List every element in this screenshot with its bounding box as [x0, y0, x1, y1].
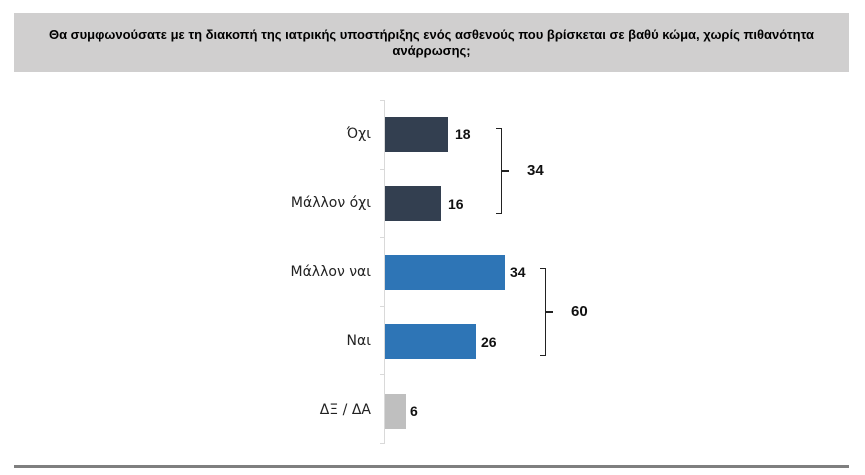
axis-tick — [380, 306, 385, 307]
category-label: Όχι — [346, 126, 371, 142]
chart-title: Θα συμφωνούσατε με τη διακοπή της ιατρικ… — [48, 26, 815, 58]
bar-value: 6 — [410, 403, 418, 419]
bar-value: 26 — [481, 334, 497, 350]
group-total-negative: 34 — [527, 162, 544, 179]
category-label: Μάλλον ναι — [290, 264, 372, 280]
bar-value: 18 — [455, 126, 471, 142]
group-brace-positive — [540, 268, 546, 356]
category-label: Ναι — [346, 333, 371, 349]
category-label: Μάλλον όχι — [290, 195, 371, 211]
bar-ochi — [385, 117, 448, 152]
group-brace-tick — [546, 311, 553, 313]
bar-value: 16 — [448, 196, 464, 212]
axis-tick — [380, 443, 385, 444]
axis-tick — [380, 374, 385, 375]
chart-title-banner: Θα συμφωνούσατε με τη διακοπή της ιατρικ… — [14, 13, 849, 72]
bar-dk-na — [385, 394, 406, 429]
category-axis — [384, 100, 385, 444]
group-total-positive: 60 — [571, 303, 588, 320]
axis-tick — [380, 237, 385, 238]
bar-value: 34 — [510, 264, 526, 280]
bar-mallon-nai — [385, 255, 505, 290]
group-brace-tick — [502, 170, 509, 172]
axis-tick — [380, 169, 385, 170]
group-brace-negative — [496, 128, 502, 214]
bar-nai — [385, 324, 476, 359]
category-label: ΔΞ / ΔΑ — [319, 402, 371, 418]
bar-mallon-ochi — [385, 186, 441, 221]
axis-tick — [380, 100, 385, 101]
footer-divider — [14, 465, 849, 468]
